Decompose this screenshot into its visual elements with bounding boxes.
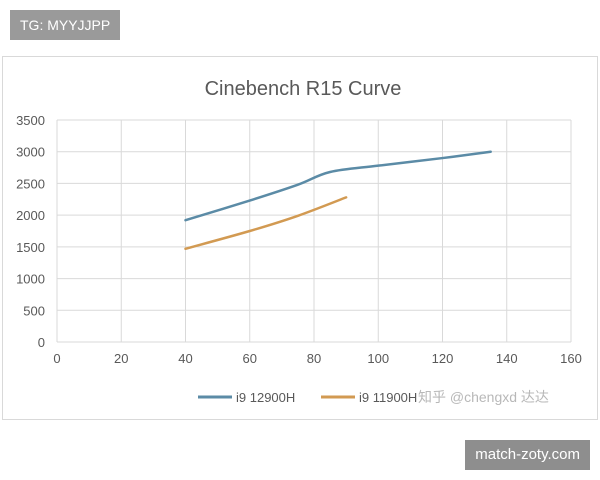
x-tick-label: 120 [432,351,454,366]
y-tick-label: 1500 [16,240,45,255]
chart-title: Cinebench R15 Curve [205,78,402,100]
top-watermark-tag: TG: MYYJJPP [10,10,121,40]
y-tick-label: 3500 [16,113,45,128]
series-line-2 [184,196,348,251]
series-line-1 [184,150,492,222]
x-tick-label: 0 [53,351,60,366]
y-tick-label: 3000 [16,145,45,160]
line-chart: Cinebench R15 Curve 05001000150020002500… [16,78,582,405]
y-tick-label: 2500 [16,176,45,191]
x-tick-label: 20 [114,351,128,366]
legend-label-1: i9 12900H [236,390,295,405]
y-tick-label: 0 [38,335,45,350]
zhihu-watermark: 知乎 @chengxd 达达 [418,389,549,405]
x-tick-label: 100 [367,351,389,366]
y-tick-label: 500 [23,303,45,318]
bottom-watermark-tag: match-zoty.com [465,440,590,470]
x-tick-label: 160 [560,351,582,366]
x-tick-label: 60 [243,351,257,366]
x-tick-label: 80 [307,351,321,366]
x-tick-label: 140 [496,351,518,366]
legend-label-2: i9 11900H [359,390,417,405]
chart-frame: Cinebench R15 Curve 0 500 1000 1500 2000 2500… [2,56,598,420]
x-tick-label: 40 [178,351,192,366]
y-tick-label: 1000 [16,272,45,287]
y-tick-label: 2000 [16,208,45,223]
